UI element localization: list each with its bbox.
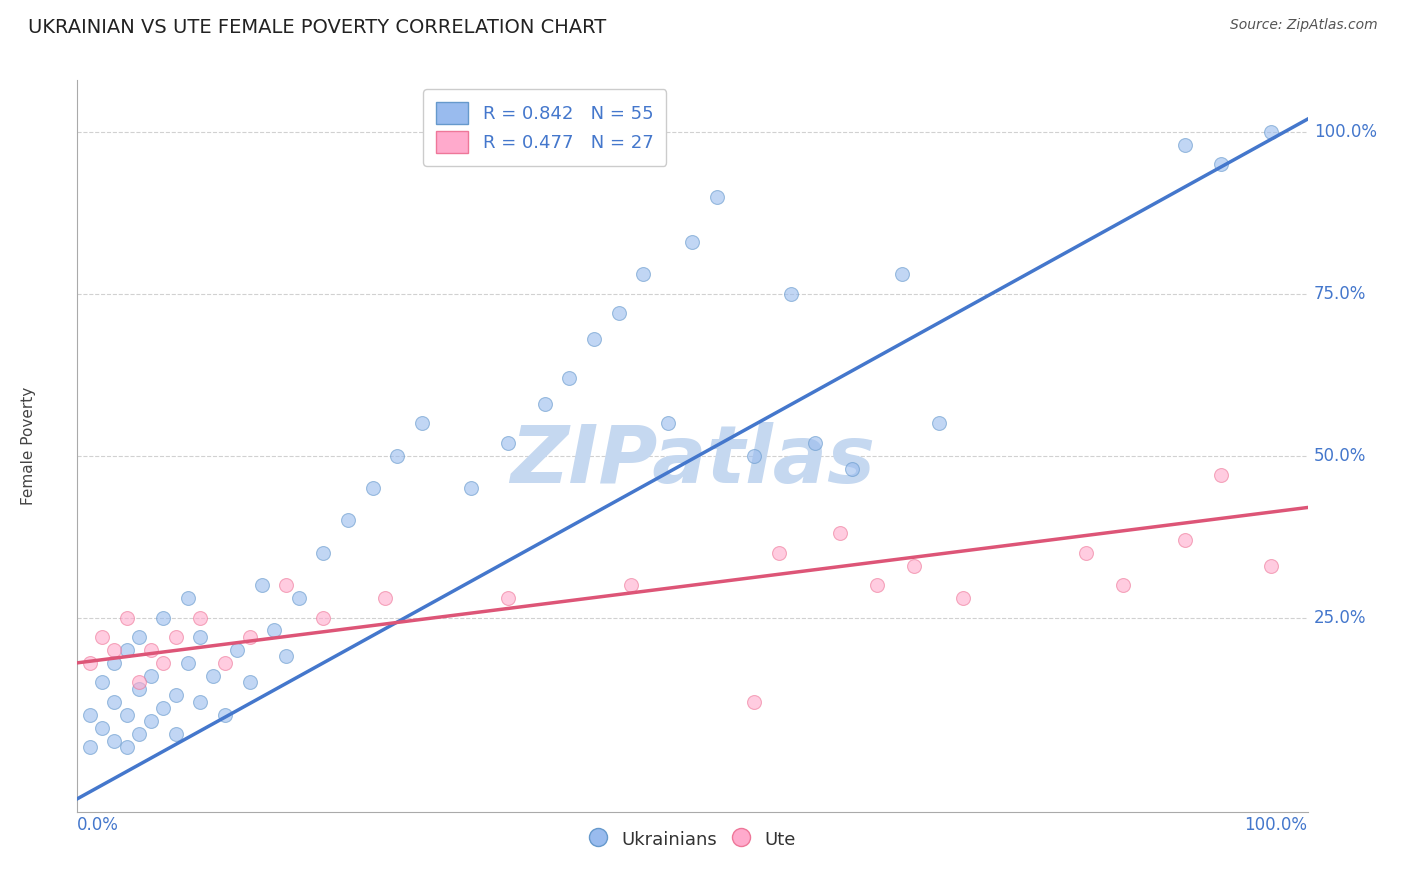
Point — [128, 630, 150, 644]
Point — [201, 669, 224, 683]
Point — [263, 624, 285, 638]
Point — [742, 449, 765, 463]
Point — [165, 727, 187, 741]
Point — [1260, 558, 1282, 573]
Text: 100.0%: 100.0% — [1313, 123, 1376, 141]
Point — [90, 630, 114, 644]
Point — [188, 695, 212, 709]
Text: 75.0%: 75.0% — [1313, 285, 1367, 303]
Point — [115, 610, 138, 624]
Point — [1174, 533, 1197, 547]
Point — [239, 630, 262, 644]
Point — [830, 526, 852, 541]
Point — [115, 643, 138, 657]
Point — [583, 332, 606, 346]
Point — [780, 286, 803, 301]
Point — [177, 656, 200, 670]
Point — [496, 435, 519, 450]
Text: 100.0%: 100.0% — [1244, 816, 1308, 834]
Text: UKRAINIAN VS UTE FEMALE POVERTY CORRELATION CHART: UKRAINIAN VS UTE FEMALE POVERTY CORRELAT… — [28, 18, 606, 37]
Point — [276, 649, 298, 664]
Point — [903, 558, 925, 573]
Point — [337, 513, 360, 527]
Point — [312, 610, 335, 624]
Point — [768, 546, 790, 560]
Point — [1260, 125, 1282, 139]
Point — [214, 707, 236, 722]
Point — [1211, 157, 1233, 171]
Text: ZIPatlas: ZIPatlas — [510, 422, 875, 500]
Point — [841, 461, 863, 475]
Point — [682, 235, 704, 249]
Point — [79, 739, 101, 754]
Point — [152, 701, 174, 715]
Point — [1112, 578, 1135, 592]
Point — [620, 578, 643, 592]
Text: 0.0%: 0.0% — [77, 816, 120, 834]
Point — [534, 397, 557, 411]
Point — [115, 739, 138, 754]
Point — [103, 695, 125, 709]
Point — [1174, 138, 1197, 153]
Legend: Ukrainians, Ute: Ukrainians, Ute — [582, 821, 803, 857]
Point — [79, 656, 101, 670]
Point — [90, 675, 114, 690]
Point — [1211, 468, 1233, 483]
Point — [657, 417, 679, 431]
Point — [214, 656, 236, 670]
Point — [411, 417, 433, 431]
Point — [385, 449, 409, 463]
Point — [128, 675, 150, 690]
Point — [288, 591, 311, 606]
Point — [460, 481, 482, 495]
Point — [1076, 546, 1098, 560]
Point — [103, 733, 125, 747]
Text: 50.0%: 50.0% — [1313, 447, 1367, 465]
Point — [115, 707, 138, 722]
Point — [239, 675, 262, 690]
Point — [90, 721, 114, 735]
Point — [141, 714, 163, 728]
Point — [374, 591, 396, 606]
Point — [165, 630, 187, 644]
Point — [128, 681, 150, 696]
Point — [607, 306, 630, 320]
Point — [312, 546, 335, 560]
Point — [633, 268, 655, 282]
Point — [141, 643, 163, 657]
Point — [890, 268, 912, 282]
Point — [141, 669, 163, 683]
Point — [152, 610, 174, 624]
Point — [928, 417, 950, 431]
Point — [250, 578, 273, 592]
Point — [276, 578, 298, 592]
Point — [742, 695, 765, 709]
Point — [558, 371, 581, 385]
Point — [226, 643, 249, 657]
Point — [496, 591, 519, 606]
Point — [952, 591, 974, 606]
Point — [152, 656, 174, 670]
Point — [79, 707, 101, 722]
Point — [103, 643, 125, 657]
Point — [866, 578, 889, 592]
Text: Female Poverty: Female Poverty — [21, 387, 35, 505]
Point — [361, 481, 384, 495]
Text: 25.0%: 25.0% — [1313, 608, 1367, 626]
Point — [128, 727, 150, 741]
Point — [103, 656, 125, 670]
Point — [188, 630, 212, 644]
Text: Source: ZipAtlas.com: Source: ZipAtlas.com — [1230, 18, 1378, 32]
Point — [804, 435, 827, 450]
Point — [177, 591, 200, 606]
Point — [165, 688, 187, 702]
Point — [188, 610, 212, 624]
Point — [706, 190, 728, 204]
